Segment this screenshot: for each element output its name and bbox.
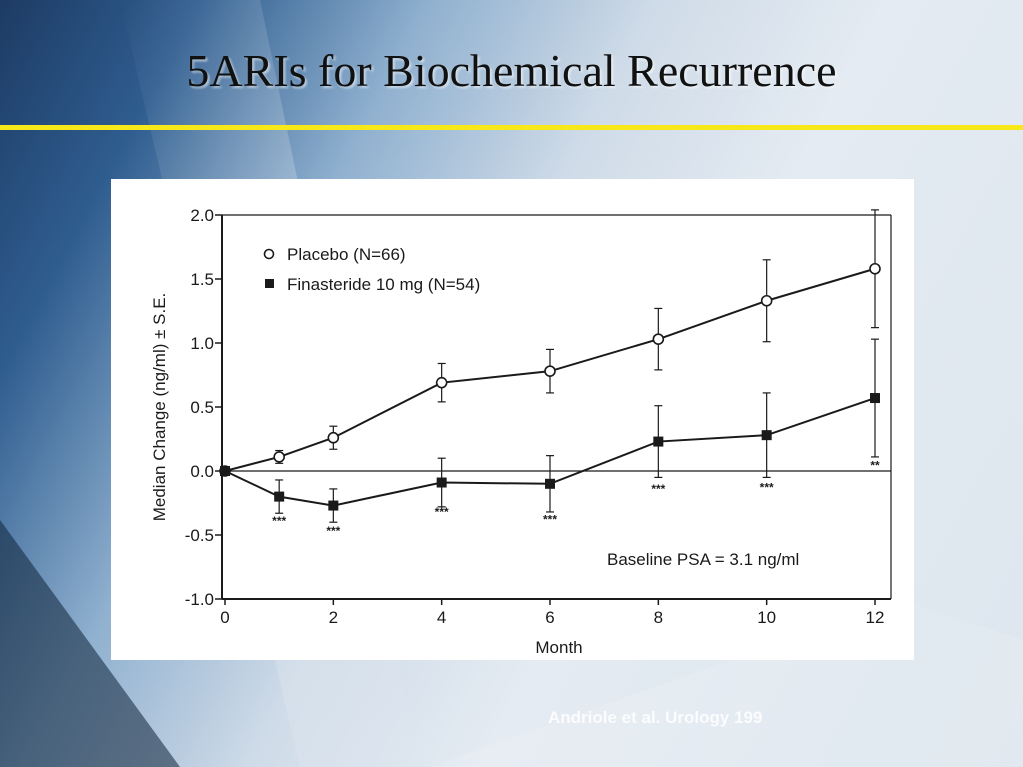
x-axis-label: Month	[535, 638, 582, 657]
y-tick-label: 0.0	[190, 462, 214, 481]
y-tick-label: -1.0	[185, 590, 214, 609]
data-point-finasteride	[545, 478, 555, 489]
legend-label-placebo: Placebo (N=66)	[287, 245, 406, 264]
data-point-placebo	[435, 376, 448, 389]
significance-marker: ***	[543, 512, 557, 526]
x-tick-label: 8	[654, 608, 663, 627]
significance-marker: ***	[326, 524, 340, 538]
data-point-placebo	[327, 431, 340, 444]
data-point-placebo	[544, 365, 556, 377]
legend-label-finasteride: Finasteride 10 mg (N=54)	[287, 275, 480, 294]
significance-marker: ***	[651, 482, 665, 496]
x-tick-label: 2	[329, 608, 338, 627]
data-point-finasteride	[436, 477, 447, 488]
data-point-placebo	[652, 333, 665, 345]
significance-marker: ***	[760, 480, 774, 494]
significance-marker: ***	[435, 505, 449, 519]
series-line-placebo	[224, 267, 876, 472]
significance-marker: **	[870, 459, 880, 473]
data-point-finasteride	[274, 491, 285, 502]
x-tick-label: 12	[866, 608, 885, 627]
y-tick-label: 0.5	[190, 398, 214, 417]
y-tick-label: 2.0	[190, 206, 214, 225]
legend-marker-finasteride	[265, 279, 274, 288]
x-tick-label: 10	[757, 608, 776, 627]
data-point-finasteride	[653, 436, 664, 447]
x-tick-label: 4	[437, 608, 446, 627]
data-point-placebo	[760, 294, 773, 307]
series-line-finasteride	[224, 397, 876, 507]
data-point-finasteride	[761, 430, 772, 441]
slide-title: 5ARIs for Biochemical Recurrence	[186, 45, 837, 96]
citation: Andriole et al. Urology 199	[548, 708, 763, 727]
significance-marker: ***	[272, 514, 286, 528]
y-axis-label: Median Change (ng/ml) ± S.E.	[150, 293, 169, 522]
data-point-finasteride	[870, 393, 880, 404]
baseline-psa-annotation: Baseline PSA = 3.1 ng/ml	[607, 550, 799, 569]
plot-frame	[221, 214, 892, 600]
chart-panel: 2.0 1.5 1.0 0.5 0.0 -0.5 -1.0 0 2 4 6 8 10 12 *** *** *…	[111, 179, 914, 660]
legend-marker-placebo	[263, 248, 275, 260]
legend: Placebo (N=66) Finasteride 10 mg (N=54)	[263, 245, 480, 294]
y-tick-label: 1.5	[190, 270, 214, 289]
data-point-finasteride	[328, 500, 339, 511]
x-tick-label: 6	[545, 608, 554, 627]
data-point-finasteride	[220, 466, 230, 476]
data-point-placebo	[869, 262, 881, 275]
data-point-placebo	[273, 451, 285, 463]
title-divider	[0, 125, 1023, 130]
psa-change-chart: 2.01.51.00.50.0-0.5-1.00 2 4 6 8 10 12 *******…	[150, 206, 892, 657]
x-tick-label: 0	[220, 608, 229, 627]
y-tick-label: -0.5	[185, 526, 214, 545]
y-tick-label: 1.0	[190, 334, 214, 353]
